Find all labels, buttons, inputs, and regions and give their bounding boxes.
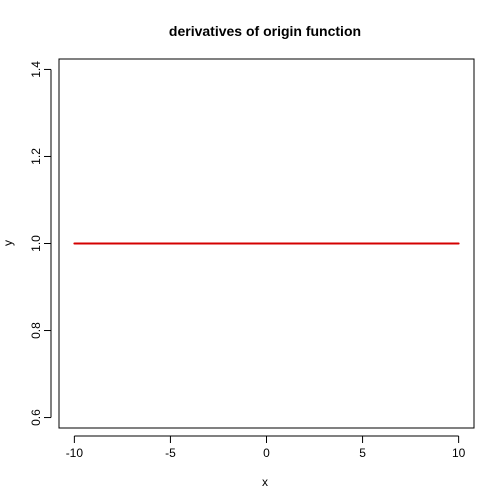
- x-tick-label: -5: [165, 446, 176, 460]
- y-axis-label: y: [1, 240, 15, 246]
- y-tick-label: 1.2: [29, 148, 43, 165]
- y-tick-label: 1.0: [29, 235, 43, 252]
- chart-title: derivatives of origin function: [169, 23, 361, 39]
- x-axis: -10 -5 0 5 10: [66, 435, 466, 460]
- x-tick-label: 10: [452, 446, 466, 460]
- plot-frame: [58, 58, 475, 429]
- y-axis: 0.6 0.8 1.0 1.2 1.4: [29, 61, 52, 426]
- y-tick-label: 1.4: [29, 61, 43, 78]
- y-tick-label: 0.8: [29, 322, 43, 339]
- x-tick-label: 0: [263, 446, 270, 460]
- x-axis-label: x: [262, 475, 268, 489]
- y-tick-label: 0.6: [29, 409, 43, 426]
- x-tick-label: -10: [66, 446, 84, 460]
- x-tick-label: 5: [359, 446, 366, 460]
